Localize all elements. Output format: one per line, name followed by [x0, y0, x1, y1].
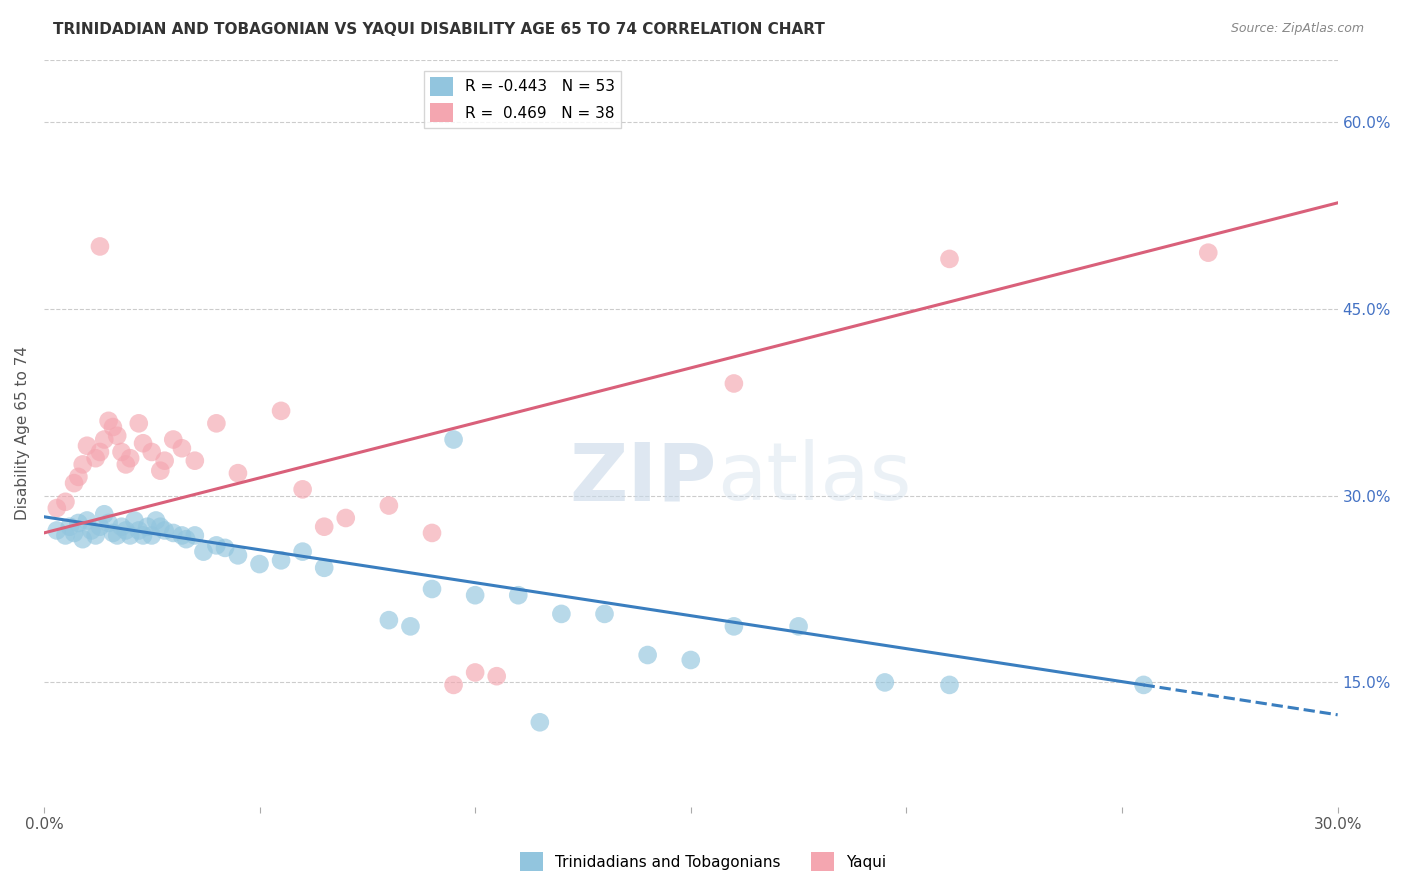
Point [184, 528, 207, 542]
Legend: R = -0.443   N = 53, R =  0.469   N = 38: R = -0.443 N = 53, R = 0.469 N = 38 [423, 71, 621, 128]
Point [63, 476, 86, 491]
Point [420, 582, 443, 596]
Point [153, 524, 176, 538]
Point [141, 528, 163, 542]
Point [136, 519, 159, 533]
Point [67, 470, 90, 484]
Point [464, 588, 486, 602]
Point [205, 417, 228, 431]
Point [508, 588, 530, 602]
Point [149, 464, 172, 478]
Point [97, 516, 120, 530]
Point [938, 678, 960, 692]
Point [84, 528, 107, 542]
Point [45, 501, 67, 516]
Point [378, 499, 401, 513]
Point [170, 528, 193, 542]
Point [378, 613, 401, 627]
Point [184, 453, 207, 467]
Point [193, 544, 215, 558]
Point [128, 417, 150, 431]
Point [170, 442, 193, 456]
Point [314, 519, 336, 533]
Point [101, 525, 124, 540]
Point [110, 445, 132, 459]
Point [59, 519, 82, 533]
Point [723, 619, 745, 633]
Point [124, 514, 146, 528]
Point [55, 495, 77, 509]
Point [464, 665, 486, 680]
Point [110, 519, 132, 533]
Point [637, 648, 659, 662]
Point [76, 439, 98, 453]
Point [938, 252, 960, 266]
Point [249, 557, 271, 571]
Point [723, 376, 745, 391]
Point [120, 451, 142, 466]
Point [132, 528, 155, 542]
Point [84, 451, 107, 466]
Point [76, 514, 98, 528]
Point [270, 553, 292, 567]
Point [205, 538, 228, 552]
Point [787, 619, 810, 633]
Point [114, 458, 136, 472]
Point [72, 532, 94, 546]
Point [226, 549, 249, 563]
Point [335, 511, 357, 525]
Point [593, 607, 616, 621]
Point [101, 420, 124, 434]
Point [550, 607, 572, 621]
Point [153, 453, 176, 467]
Point [149, 519, 172, 533]
Text: ZIP: ZIP [569, 439, 717, 517]
Point [132, 436, 155, 450]
Point [1197, 245, 1219, 260]
Text: TRINIDADIAN AND TOBAGONIAN VS YAQUI DISABILITY AGE 65 TO 74 CORRELATION CHART: TRINIDADIAN AND TOBAGONIAN VS YAQUI DISA… [53, 22, 825, 37]
Point [67, 516, 90, 530]
Text: Source: ZipAtlas.com: Source: ZipAtlas.com [1230, 22, 1364, 36]
Point [420, 525, 443, 540]
Legend: Trinidadians and Tobagonians, Yaqui: Trinidadians and Tobagonians, Yaqui [513, 847, 893, 877]
Point [214, 541, 236, 555]
Point [105, 429, 128, 443]
Point [679, 653, 702, 667]
Point [174, 532, 197, 546]
Point [162, 525, 184, 540]
Point [443, 433, 465, 447]
Point [89, 445, 111, 459]
Y-axis label: Disability Age 65 to 74: Disability Age 65 to 74 [15, 346, 30, 520]
Point [873, 675, 896, 690]
Text: atlas: atlas [717, 439, 911, 517]
Point [93, 508, 115, 522]
Point [80, 524, 103, 538]
Point [72, 458, 94, 472]
Point [1132, 678, 1154, 692]
Point [399, 619, 422, 633]
Point [89, 519, 111, 533]
Point [226, 466, 249, 480]
Point [270, 404, 292, 418]
Point [443, 678, 465, 692]
Point [89, 239, 111, 253]
Point [63, 525, 86, 540]
Point [485, 669, 508, 683]
Point [162, 433, 184, 447]
Point [314, 561, 336, 575]
Point [291, 544, 314, 558]
Point [141, 445, 163, 459]
Point [145, 514, 167, 528]
Point [93, 433, 115, 447]
Point [45, 524, 67, 538]
Point [114, 524, 136, 538]
Point [120, 528, 142, 542]
Point [105, 528, 128, 542]
Point [97, 414, 120, 428]
Point [529, 715, 551, 730]
Point [128, 524, 150, 538]
Point [291, 483, 314, 497]
Point [55, 528, 77, 542]
